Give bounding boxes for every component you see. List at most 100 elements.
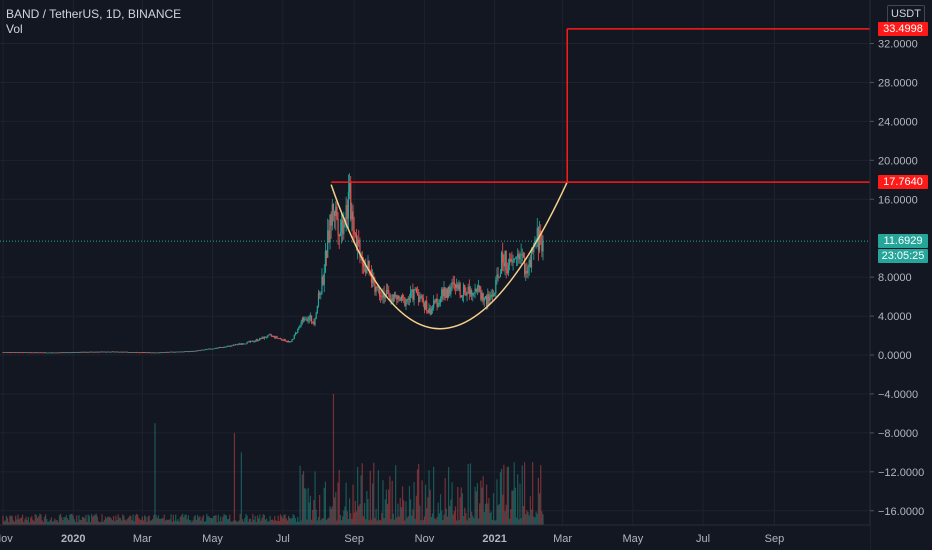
volume-bar	[4, 520, 6, 526]
volume-bar	[72, 515, 74, 526]
volume-bar	[471, 511, 473, 526]
candle-body	[418, 295, 420, 302]
volume-bar	[39, 513, 41, 526]
volume-bar	[400, 507, 402, 526]
candle-body	[230, 345, 232, 347]
candle-body	[398, 295, 400, 299]
volume-bar	[239, 513, 241, 526]
price-tick-label: −12.0000	[878, 467, 924, 479]
candle-body	[183, 351, 185, 353]
volume-bar	[221, 521, 223, 526]
volume-bar	[327, 518, 329, 526]
candle-body	[514, 258, 516, 260]
candle-body	[190, 351, 192, 352]
candle-body	[20, 352, 23, 353]
volume-bar	[467, 464, 469, 526]
candle-body	[277, 338, 279, 339]
candle-body	[74, 352, 77, 353]
volume-bar	[116, 520, 118, 526]
volume-bar	[71, 513, 73, 526]
candle-body	[305, 319, 307, 321]
candle-body	[224, 346, 226, 348]
candle-body	[179, 351, 181, 353]
candle-body	[167, 351, 169, 353]
candle-body	[182, 351, 184, 353]
candle-body	[131, 352, 133, 354]
currency-button[interactable]: USDT	[887, 5, 925, 23]
volume-indicator-label[interactable]: Vol	[6, 22, 23, 36]
volume-bar	[31, 515, 33, 526]
volume-bar	[228, 519, 230, 526]
candle-body	[123, 351, 125, 353]
volume-bar	[50, 517, 52, 526]
candle-body	[442, 289, 444, 297]
candle-body	[332, 204, 335, 211]
candle-body	[81, 351, 84, 353]
candle-body	[134, 352, 137, 353]
volume-bar	[278, 520, 280, 526]
symbol-title[interactable]: BAND / TetherUS, 1D, BINANCE	[6, 7, 182, 21]
candle-body	[523, 257, 526, 274]
volume-bar	[436, 516, 438, 526]
candle-body	[201, 349, 203, 351]
volume-bar	[456, 520, 458, 526]
volume-bar	[383, 518, 385, 526]
volume-bar	[512, 490, 514, 526]
volume-bar	[170, 514, 172, 526]
volume-bar	[304, 488, 306, 526]
volume-bar	[214, 515, 216, 526]
time-tick-label: Jul	[276, 533, 290, 545]
target-price-label: 33.4998	[878, 21, 928, 36]
candle-body	[223, 346, 225, 348]
volume-bar	[57, 522, 59, 526]
candle-body	[71, 352, 73, 354]
candle-body	[272, 335, 275, 337]
candle-body	[358, 239, 360, 244]
volume-bar	[300, 520, 302, 526]
candle-body	[78, 352, 80, 354]
candle-body	[205, 349, 207, 351]
volume-bar	[77, 522, 79, 526]
volume-bar	[415, 495, 417, 526]
volume-bar	[201, 517, 203, 526]
volume-bar	[182, 513, 184, 526]
candle-body	[481, 293, 483, 300]
volume-bar	[325, 519, 328, 526]
candle-body	[118, 351, 120, 353]
volume-bar	[107, 516, 109, 526]
volume-bar	[148, 515, 150, 526]
candle-body	[408, 298, 411, 300]
candle-body	[460, 295, 462, 298]
volume-bar	[479, 503, 481, 526]
candle-body	[279, 338, 282, 340]
volume-bar	[502, 494, 504, 526]
candle-body	[43, 352, 46, 354]
candle-body	[246, 341, 248, 344]
candle-body	[339, 231, 341, 237]
volume-bar	[375, 508, 377, 526]
volume-bar	[449, 505, 451, 526]
volume-bar	[459, 497, 461, 526]
candle-body	[108, 351, 110, 353]
candle-body	[448, 286, 450, 298]
candle-body	[504, 250, 506, 267]
volume-bar	[191, 522, 193, 526]
volume-bar	[424, 484, 427, 526]
volume-bar	[450, 499, 452, 526]
volume-bar	[306, 519, 308, 526]
candle-body	[263, 336, 265, 339]
candle-body	[252, 340, 254, 342]
candle-body	[241, 343, 244, 345]
price-tick-label: 24.0000	[878, 116, 918, 128]
candle-body	[86, 351, 88, 353]
candle-body	[427, 310, 429, 313]
candle-body	[158, 352, 161, 354]
candle-body	[294, 332, 297, 335]
candle-body	[150, 352, 153, 354]
volume-bar	[70, 513, 72, 526]
volume-bar	[416, 469, 419, 526]
volume-bar	[372, 483, 374, 526]
candle-body	[331, 204, 333, 226]
candle-body	[69, 352, 71, 354]
